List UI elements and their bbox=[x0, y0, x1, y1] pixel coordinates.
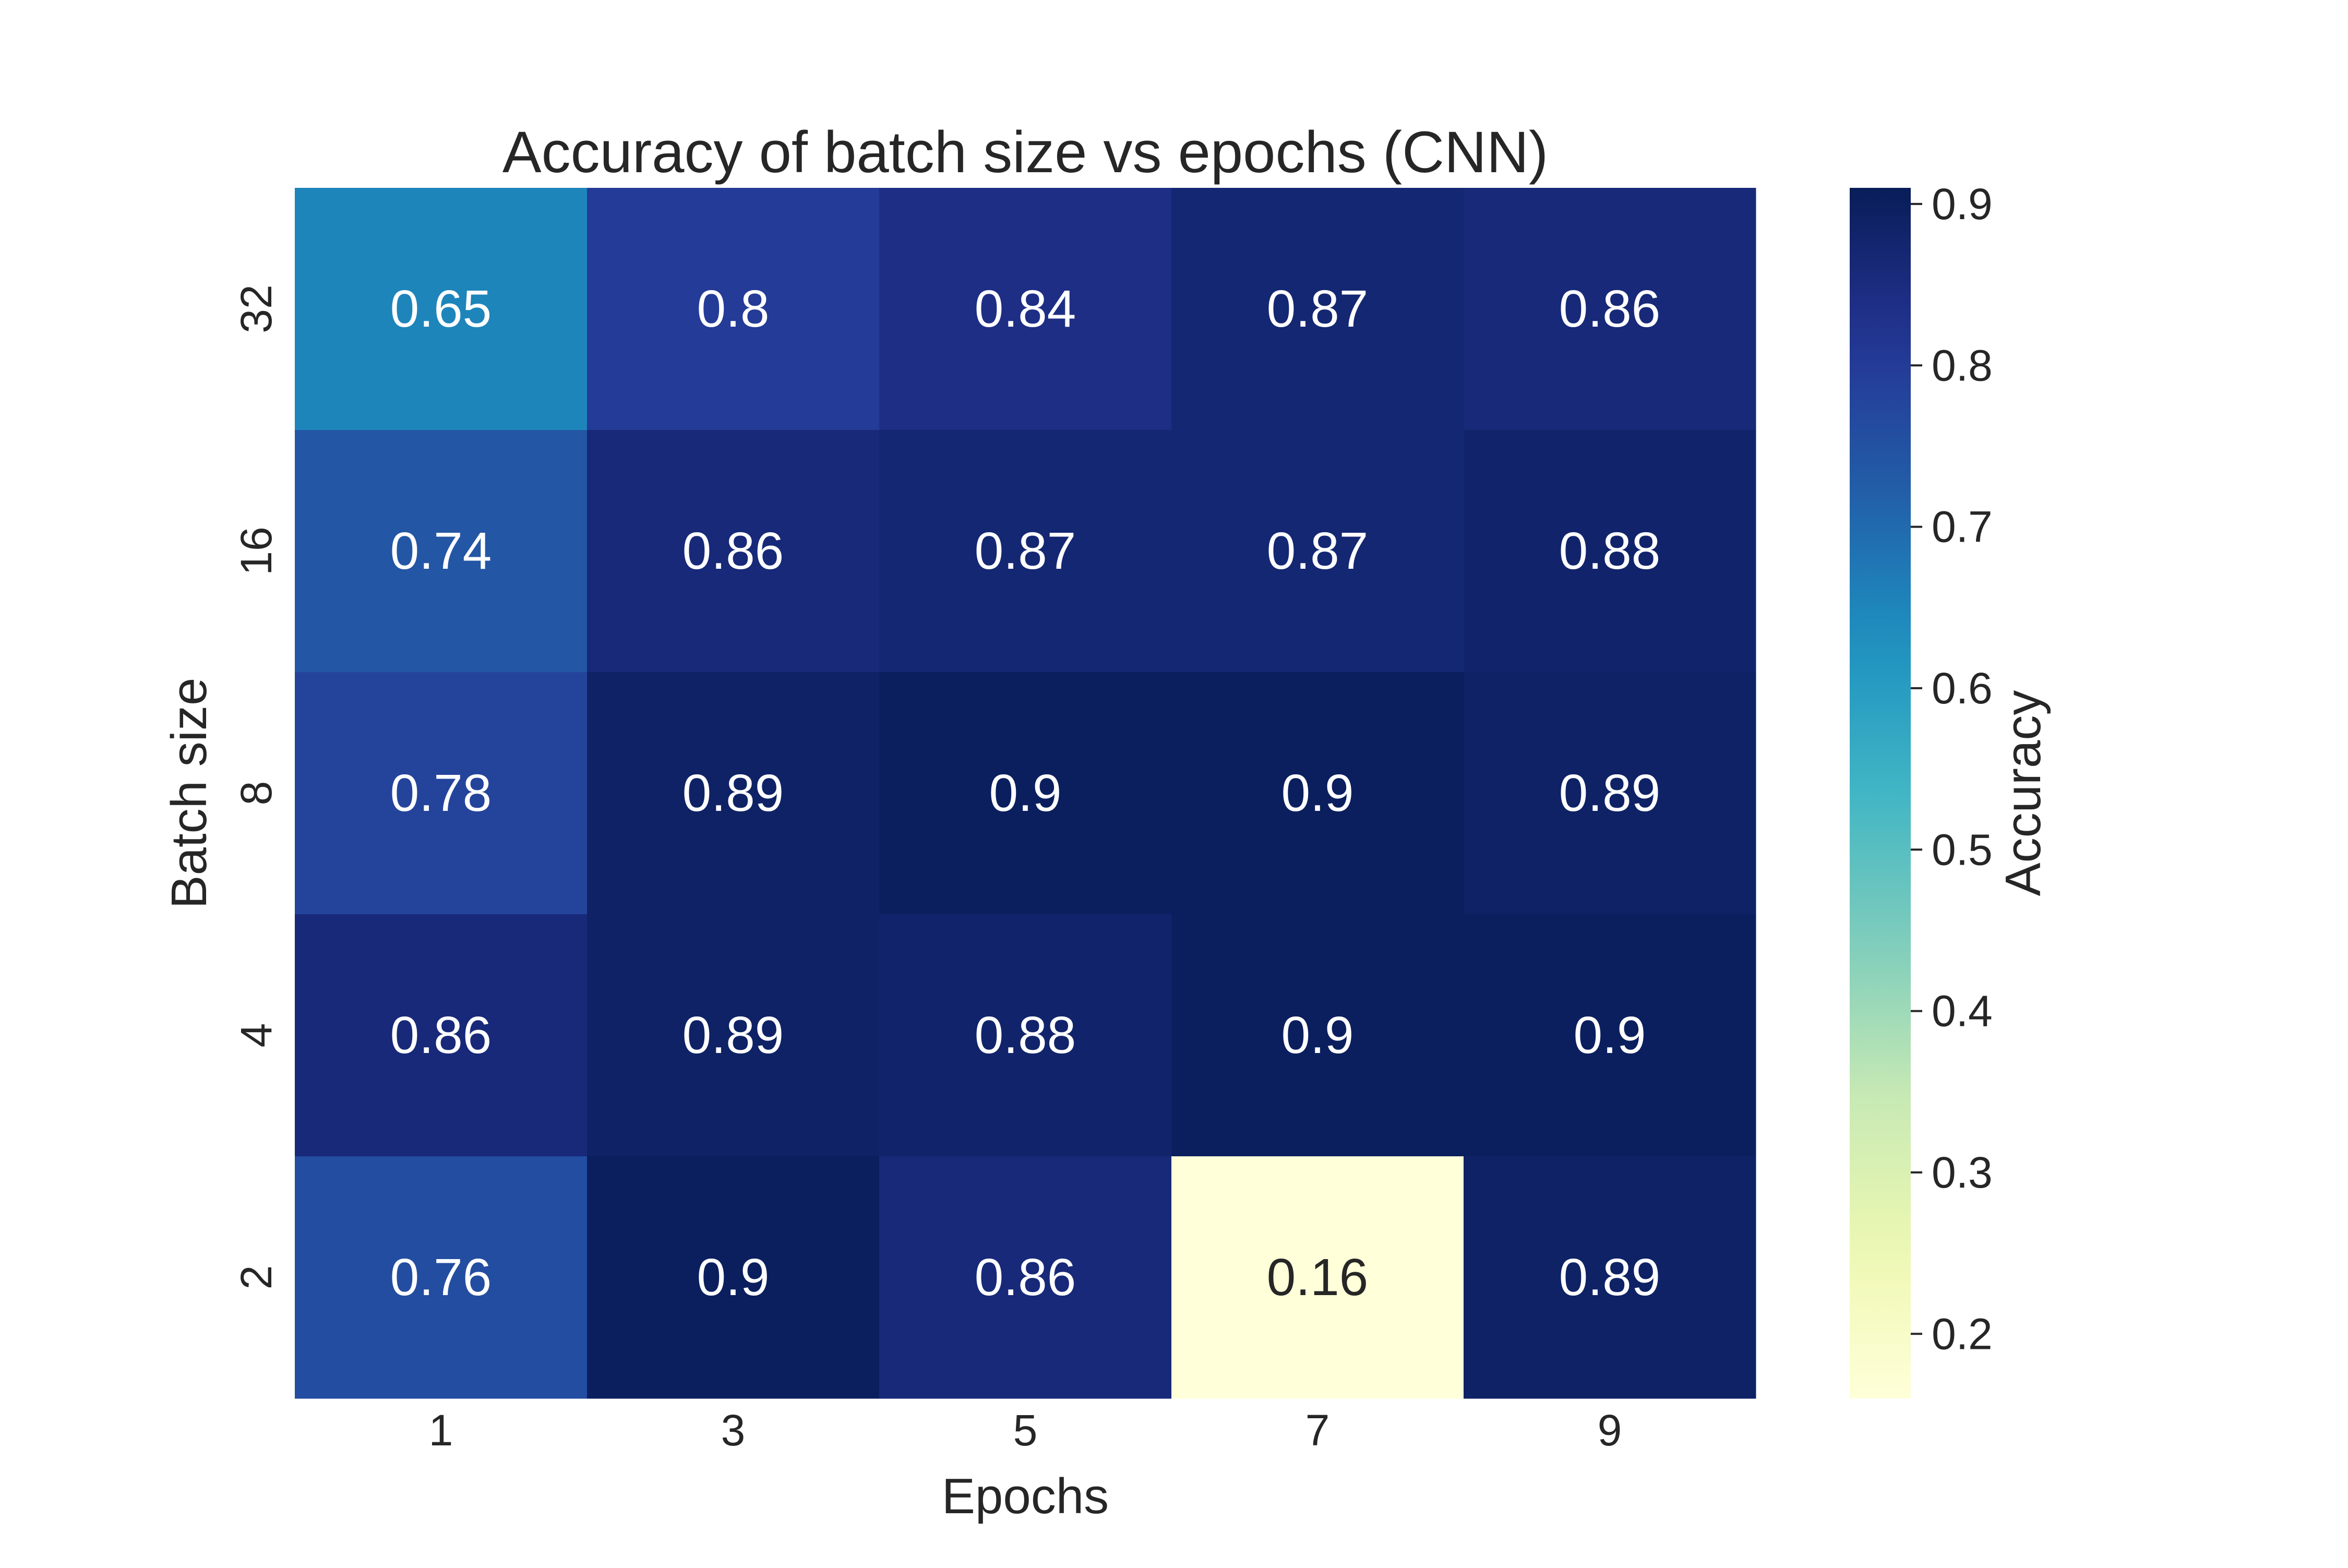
cell-value-label: 0.84 bbox=[975, 280, 1076, 338]
colorbar-tick-label: 0.7 bbox=[1932, 502, 1993, 552]
heatmap-cell bbox=[879, 188, 1172, 430]
cell-value-label: 0.87 bbox=[975, 522, 1076, 580]
heatmap-cell bbox=[295, 1156, 588, 1399]
cell-value-label: 0.76 bbox=[390, 1248, 492, 1307]
colorbar-tick-label: 0.6 bbox=[1932, 664, 1993, 713]
x-axis-label: Epochs bbox=[942, 1468, 1109, 1524]
heatmap-cell bbox=[295, 914, 588, 1157]
cell-value-label: 0.9 bbox=[697, 1248, 769, 1307]
cell-value-label: 0.86 bbox=[682, 522, 784, 580]
cell-value-label: 0.78 bbox=[390, 764, 492, 822]
cell-value-label: 0.16 bbox=[1267, 1248, 1369, 1307]
cell-value-label: 0.89 bbox=[682, 1006, 784, 1064]
heatmap-cells: 0.65 0.8 0.84 0.87 0.86 0.74 0.86 0.87 0.87 0.88 0… bbox=[295, 188, 1756, 1399]
cell-value-label: 0.86 bbox=[975, 1248, 1076, 1307]
heatmap-cell bbox=[879, 914, 1172, 1157]
heatmap-cell bbox=[295, 430, 588, 673]
colorbar-tick-label: 0.8 bbox=[1932, 341, 1993, 390]
heatmap-cell bbox=[587, 914, 880, 1157]
heatmap-cell bbox=[1464, 1156, 1756, 1399]
cell-value-label: 0.8 bbox=[697, 280, 769, 338]
y-tick-label: 8 bbox=[232, 781, 281, 806]
cell-value-label: 0.9 bbox=[1573, 1006, 1646, 1064]
heatmap-cell bbox=[1171, 188, 1464, 430]
heatmap-cell bbox=[1464, 188, 1756, 430]
x-tick-label: 1 bbox=[429, 1406, 453, 1455]
colorbar-tick-label: 0.9 bbox=[1932, 179, 1993, 229]
chart-title: Accuracy of batch size vs epochs (CNN) bbox=[502, 119, 1548, 185]
cell-value-label: 0.65 bbox=[390, 280, 492, 338]
heatmap-cell bbox=[587, 430, 880, 673]
x-tick-label: 3 bbox=[721, 1406, 746, 1455]
heatmap-cell bbox=[1464, 430, 1756, 673]
y-tick-labels: 32 16 8 4 2 bbox=[232, 284, 281, 1289]
heatmap-cell bbox=[1464, 672, 1756, 915]
y-tick-label: 32 bbox=[232, 284, 281, 333]
heatmap-cell bbox=[295, 188, 588, 430]
cell-value-label: 0.89 bbox=[1559, 764, 1661, 822]
heatmap-cell bbox=[1171, 672, 1464, 915]
heatmap-cell bbox=[1171, 914, 1464, 1157]
cell-value-label: 0.86 bbox=[1559, 280, 1661, 338]
cell-value-label: 0.87 bbox=[1267, 280, 1369, 338]
heatmap-cell bbox=[879, 672, 1172, 915]
y-tick-label: 16 bbox=[232, 526, 281, 575]
cell-value-label: 0.87 bbox=[1267, 522, 1369, 580]
y-tick-label: 4 bbox=[232, 1023, 281, 1048]
cell-value-label: 0.88 bbox=[1559, 522, 1661, 580]
cell-value-label: 0.89 bbox=[682, 764, 784, 822]
colorbar-tick-label: 0.2 bbox=[1932, 1309, 1993, 1358]
y-axis-label: Batch size bbox=[161, 678, 217, 909]
x-tick-label: 7 bbox=[1305, 1406, 1330, 1455]
x-tick-label: 9 bbox=[1598, 1406, 1622, 1455]
heatmap-cell bbox=[1171, 430, 1464, 673]
cell-value-label: 0.9 bbox=[1281, 1006, 1353, 1064]
y-tick-label: 2 bbox=[232, 1265, 281, 1290]
x-tick-labels: 1 3 5 7 9 bbox=[429, 1406, 1622, 1455]
heatmap-cell bbox=[1171, 1156, 1464, 1399]
x-tick-label: 5 bbox=[1013, 1406, 1038, 1455]
colorbar-tick-label: 0.3 bbox=[1932, 1148, 1993, 1197]
colorbar: 0.2 0.3 0.4 0.5 0.6 0.7 0.8 0.9 bbox=[1850, 179, 1993, 1398]
colorbar-tick-label: 0.4 bbox=[1932, 987, 1993, 1036]
cell-value-label: 0.89 bbox=[1559, 1248, 1661, 1307]
cell-value-label: 0.86 bbox=[390, 1006, 492, 1064]
cell-value-label: 0.9 bbox=[1281, 764, 1353, 822]
heatmap-cell bbox=[587, 188, 880, 430]
heatmap-cell bbox=[879, 1156, 1172, 1399]
colorbar-gradient bbox=[1850, 188, 1911, 1398]
heatmap-cell bbox=[1464, 914, 1756, 1157]
cell-value-label: 0.74 bbox=[390, 522, 492, 580]
heatmap-cell bbox=[587, 1156, 880, 1399]
colorbar-label: Accuracy bbox=[1995, 690, 2051, 896]
cell-value-label: 0.9 bbox=[989, 764, 1061, 822]
heatmap-cell bbox=[295, 672, 588, 915]
cell-value-label: 0.88 bbox=[975, 1006, 1076, 1064]
heatmap-cell bbox=[879, 430, 1172, 673]
colorbar-tick-label: 0.5 bbox=[1932, 825, 1993, 874]
heatmap-cell bbox=[587, 672, 880, 915]
